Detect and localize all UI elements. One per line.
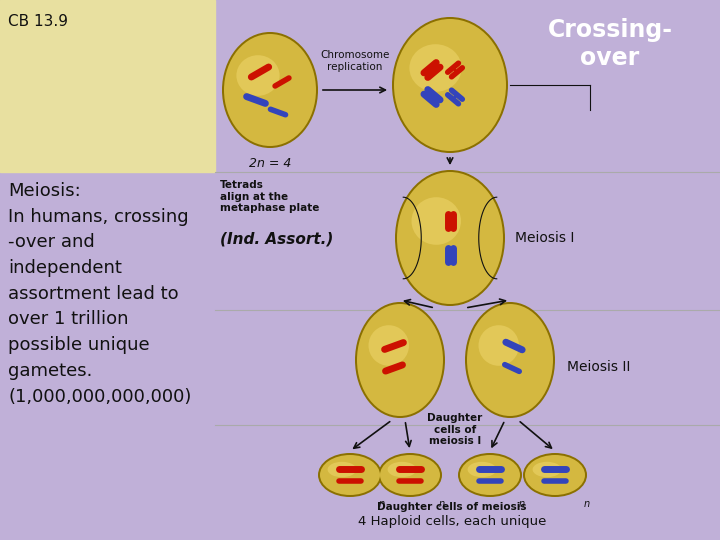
Ellipse shape xyxy=(357,304,443,416)
Ellipse shape xyxy=(318,453,382,497)
Ellipse shape xyxy=(387,462,416,477)
Text: Daughter cells of meiosis: Daughter cells of meiosis xyxy=(377,502,527,512)
Text: Meiosis I: Meiosis I xyxy=(515,231,575,245)
Text: n: n xyxy=(379,499,385,509)
Ellipse shape xyxy=(222,32,318,148)
Text: n: n xyxy=(439,499,445,509)
Ellipse shape xyxy=(392,17,508,153)
Ellipse shape xyxy=(369,325,409,366)
Text: Daughter
cells of
meiosis I: Daughter cells of meiosis I xyxy=(428,413,482,446)
Text: Tetrads
align at the
metaphase plate: Tetrads align at the metaphase plate xyxy=(220,180,320,213)
Ellipse shape xyxy=(412,197,461,245)
Text: Meiosis:
In humans, crossing
-over and
independent
assortment lead to
over 1 tri: Meiosis: In humans, crossing -over and i… xyxy=(8,182,192,406)
Text: Crossing-
over: Crossing- over xyxy=(547,18,672,70)
Ellipse shape xyxy=(479,325,519,366)
Ellipse shape xyxy=(465,302,555,418)
Ellipse shape xyxy=(458,453,522,497)
Ellipse shape xyxy=(467,304,553,416)
Ellipse shape xyxy=(378,453,442,497)
Ellipse shape xyxy=(224,34,316,146)
Text: n: n xyxy=(519,499,525,509)
Ellipse shape xyxy=(533,462,562,477)
Ellipse shape xyxy=(380,455,440,495)
Text: (Ind. Assort.): (Ind. Assort.) xyxy=(220,232,333,247)
Ellipse shape xyxy=(236,55,279,96)
Ellipse shape xyxy=(394,19,506,151)
Ellipse shape xyxy=(397,172,503,304)
Ellipse shape xyxy=(460,455,520,495)
Ellipse shape xyxy=(328,462,356,477)
Text: Chromosome
replication: Chromosome replication xyxy=(320,50,390,72)
Text: Meiosis II: Meiosis II xyxy=(567,360,631,374)
Ellipse shape xyxy=(320,455,380,495)
Ellipse shape xyxy=(467,462,496,477)
Ellipse shape xyxy=(525,455,585,495)
Ellipse shape xyxy=(355,302,445,418)
Ellipse shape xyxy=(523,453,587,497)
Text: n: n xyxy=(584,499,590,509)
Text: 2n = 4: 2n = 4 xyxy=(249,157,291,170)
Ellipse shape xyxy=(395,170,505,306)
Ellipse shape xyxy=(410,44,462,92)
Text: 4 Haploid cells, each unique: 4 Haploid cells, each unique xyxy=(358,515,546,528)
Text: CB 13.9: CB 13.9 xyxy=(8,14,68,29)
Bar xyxy=(0,0,215,172)
